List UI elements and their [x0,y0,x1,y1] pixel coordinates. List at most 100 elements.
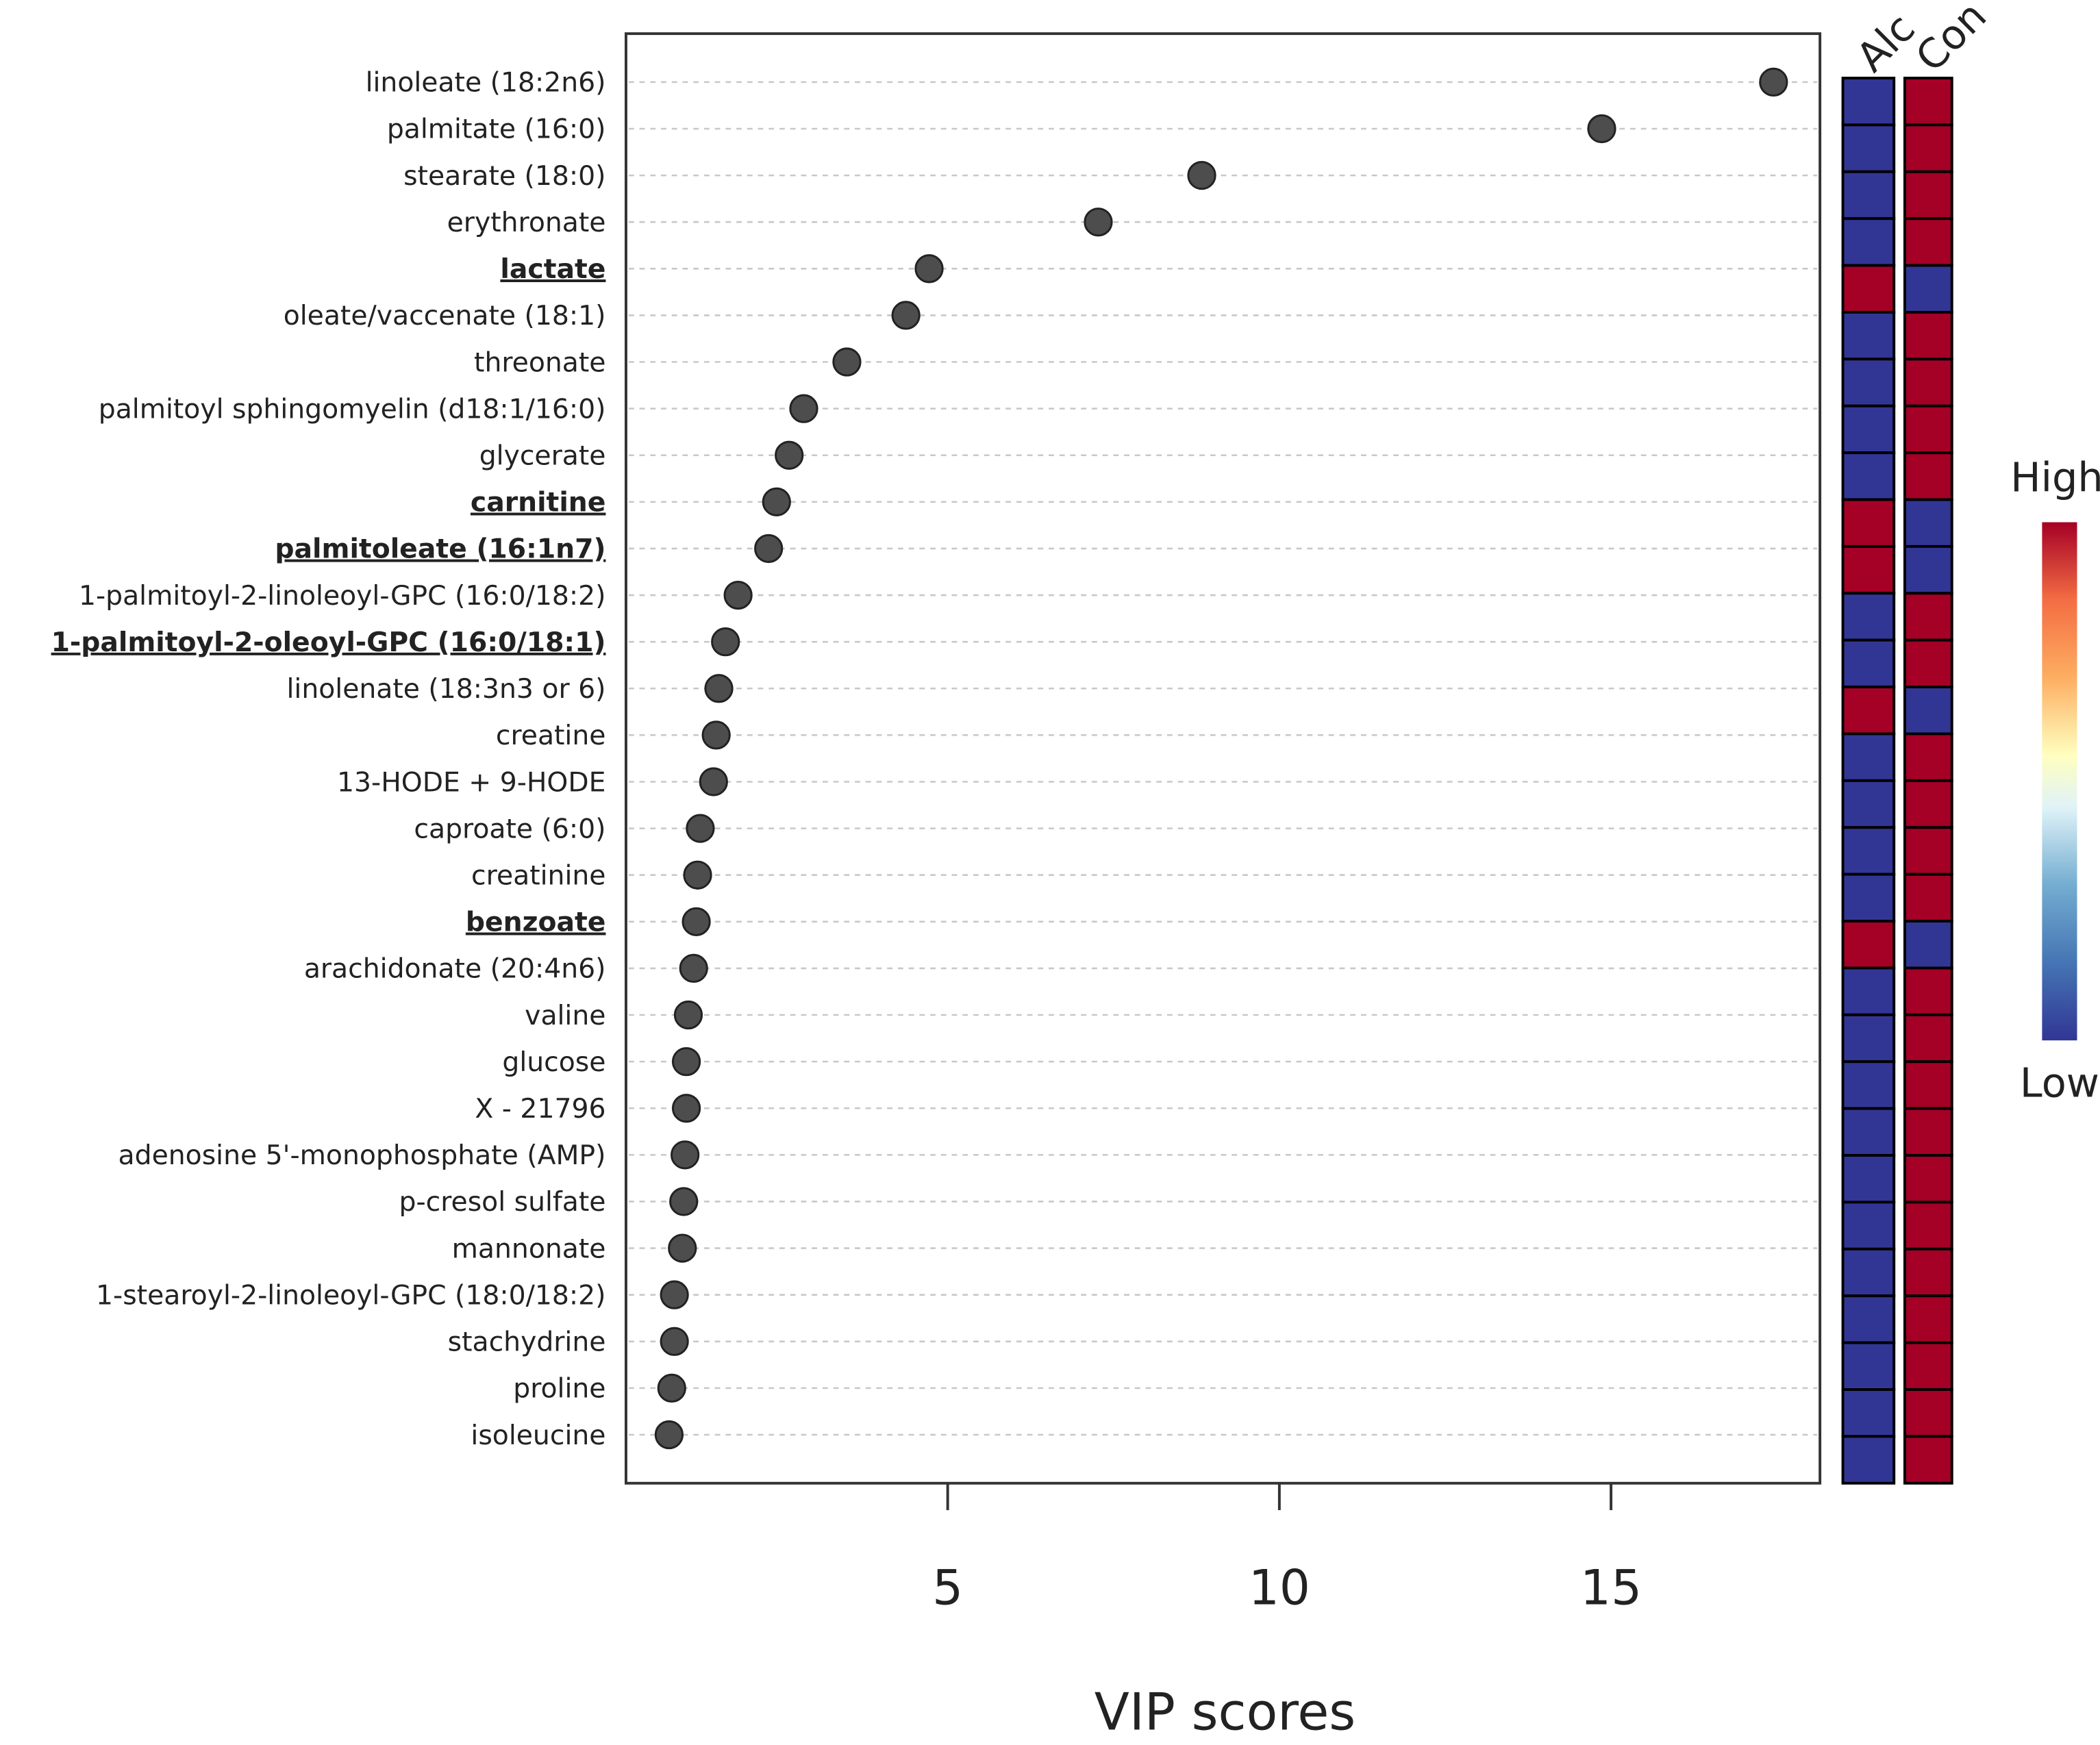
data-point [670,1140,700,1170]
heatmap-cell-alc [1841,217,1896,267]
heatmap-cell-con [1903,217,1953,267]
data-point [657,1373,686,1403]
heatmap-cell-con [1903,826,1953,876]
category-label: 13-HODE + 9-HODE [337,767,605,798]
heatmap-cell-con [1903,123,1953,173]
heatmap-cell-alc [1841,1154,1896,1204]
data-point [660,1327,689,1356]
heatmap-cell-con [1903,1388,1953,1438]
category-label: X - 21796 [475,1094,605,1125]
category-label: 1-stearoyl-2-linoleoyl-GPC (18:0/18:2) [96,1280,605,1311]
heatmap-cell-alc [1841,638,1896,689]
data-point [669,1187,699,1216]
category-label: proline [513,1374,605,1405]
heatmap-cell-con [1903,498,1953,548]
heatmap-cell-alc [1841,826,1896,876]
data-point [914,254,944,284]
data-point [1759,67,1788,97]
heatmap-cell-con [1903,1013,1953,1064]
data-point [699,767,728,796]
category-label: p-cresol sulfate [399,1187,606,1218]
heatmap-cell-con [1903,1060,1953,1110]
heatmap-cell-con [1903,872,1953,923]
category-label: glucose [502,1047,605,1078]
heatmap-cell-con [1903,357,1953,407]
heatmap-cell-alc [1841,310,1896,361]
heatmap-cell-con [1903,1154,1953,1204]
heatmap-cell-alc [1841,357,1896,407]
data-point [668,1233,697,1263]
data-point [654,1420,684,1450]
category-label: erythronate [447,208,606,238]
heatmap-cell-alc [1841,1388,1896,1438]
x-axis-title: VIP scores [1095,1682,1355,1742]
category-label: benzoate [466,907,606,938]
heatmap-cell-con [1903,1247,1953,1298]
heatmap-cell-con [1903,966,1953,1016]
data-point [671,1094,701,1123]
heatmap-cell-alc [1841,170,1896,221]
category-label: glycerate [479,440,606,471]
category-label: linoleate (18:2n6) [366,68,606,99]
data-point [704,674,734,703]
data-point [682,907,711,936]
category-label: palmitoyl sphingomyelin (d18:1/16:0) [99,394,606,425]
heatmap-cell-alc [1841,544,1896,595]
legend-low-label: Low [2020,1059,2099,1107]
data-point [775,440,804,470]
heatmap-cell-alc [1841,732,1896,782]
heatmap-cell-con [1903,77,1953,127]
data-point [660,1280,689,1309]
x-tick-label: 10 [1249,1559,1310,1616]
heatmap-cell-alc [1841,498,1896,548]
heatmap-cell-alc [1841,966,1896,1016]
heatmap-cell-alc [1841,1435,1896,1485]
category-label: 1-palmitoyl-2-oleoyl-GPC (16:0/18:1) [51,627,606,658]
category-label: valine [525,1001,605,1031]
heatmap-cell-con [1903,264,1953,314]
category-label: isoleucine [471,1420,605,1451]
data-point [832,347,862,377]
heatmap-cell-con [1903,404,1953,455]
category-label: threonate [474,347,605,378]
data-point [762,487,791,516]
heatmap-cell-con [1903,592,1953,642]
heatmap-cell-alc [1841,1201,1896,1251]
heatmap-cell-alc [1841,1060,1896,1110]
data-point [789,394,818,423]
data-point [671,1047,701,1077]
heatmap-cell-con [1903,170,1953,221]
category-label: caproate (6:0) [414,814,605,844]
heatmap-cell-alc [1841,1294,1896,1344]
heatmap-cell-con [1903,920,1953,970]
data-point [1187,160,1216,190]
heatmap-cell-con [1903,1294,1953,1344]
category-label: linolenate (18:3n3 or 6) [287,674,606,705]
x-tick-label: 5 [932,1559,963,1616]
category-label: mannonate [452,1233,606,1264]
heatmap-cell-alc [1841,920,1896,970]
category-label: 1-palmitoyl-2-linoleoyl-GPC (16:0/18:2) [79,581,606,612]
category-label: creatine [496,720,606,751]
legend-high-label: High [2010,453,2100,501]
category-label: adenosine 5'-monophosphate (AMP) [118,1140,606,1171]
heatmap-cell-con [1903,732,1953,782]
category-label: creatinine [471,860,605,891]
data-point [683,860,712,890]
heatmap-cell-con [1903,1201,1953,1251]
heatmap-cell-con [1903,1435,1953,1485]
data-point [1587,114,1616,144]
heatmap-cell-alc [1841,592,1896,642]
color-scale-bar [2042,522,2077,1041]
plot-frame [624,32,1822,1485]
heatmap-cell-alc [1841,1107,1896,1157]
category-label: palmitoleate (16:1n7) [275,534,605,565]
heatmap-cell-alc [1841,264,1896,314]
heatmap-cell-alc [1841,872,1896,923]
heatmap-cell-con [1903,1107,1953,1157]
heatmap-cell-con [1903,779,1953,829]
heatmap-cell-con [1903,1341,1953,1391]
heatmap-cell-alc [1841,1247,1896,1298]
heatmap-cell-con [1903,686,1953,736]
